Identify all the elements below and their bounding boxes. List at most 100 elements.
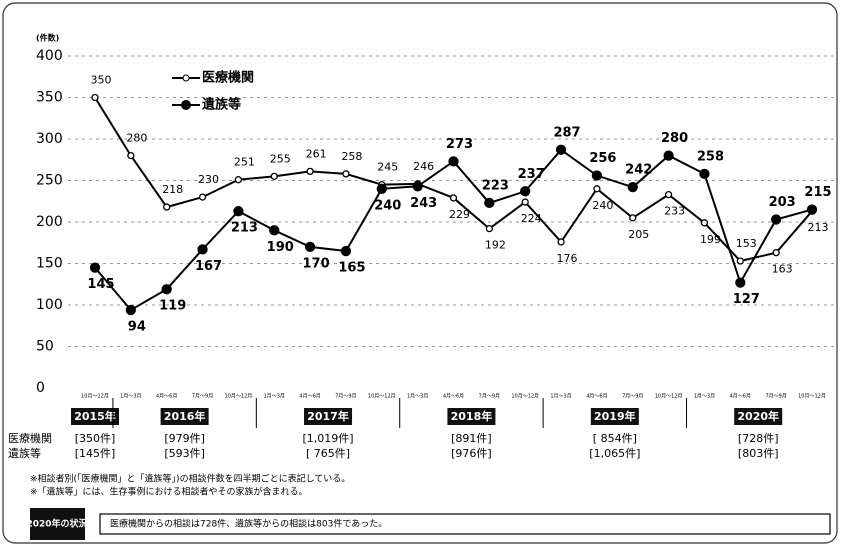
- point: [555, 144, 567, 155]
- x-tick-label: 1月～3月: [407, 394, 428, 400]
- value-label: 240: [592, 199, 613, 212]
- y-tick-label: 50: [36, 339, 54, 355]
- year-medical: [1,019件]: [302, 432, 353, 445]
- y-tick-label: 150: [36, 256, 63, 272]
- value-label: 205: [628, 228, 649, 241]
- year-label: 2015年: [74, 409, 116, 423]
- year-medical: [979件]: [164, 432, 205, 445]
- point: [664, 190, 673, 199]
- value-label: 230: [198, 173, 219, 186]
- value-label: 243: [410, 196, 437, 211]
- point: [735, 277, 746, 288]
- point: [161, 284, 172, 295]
- x-tick-label: 7月～9月: [192, 394, 213, 400]
- x-tick-label: 4月～6月: [299, 394, 320, 400]
- legend-marker: [182, 74, 190, 82]
- point: [663, 150, 674, 161]
- x-tick-label: 4月～6月: [443, 394, 464, 400]
- point: [771, 214, 782, 225]
- x-tick-label: 4月～6月: [156, 394, 177, 400]
- year-label: 2018年: [451, 409, 493, 423]
- value-label: 145: [87, 277, 114, 292]
- summary-text: 医療機関からの相談は728件、遺族等からの相談は803件であった。: [110, 518, 387, 530]
- value-label: 223: [482, 178, 509, 193]
- x-tick-label: 10月～12月: [511, 394, 539, 400]
- y-tick-label: 200: [36, 214, 63, 230]
- point: [736, 257, 744, 265]
- year-label: 2019年: [594, 409, 636, 423]
- point: [700, 219, 709, 227]
- summary-label: 2020年の状況: [26, 518, 87, 530]
- value-label: 246: [413, 160, 434, 173]
- row-label: 医療機関: [8, 431, 52, 445]
- value-label: 199: [700, 233, 721, 246]
- value-label: 218: [162, 183, 183, 196]
- value-label: 229: [449, 208, 470, 221]
- year-medical: [891件]: [451, 432, 492, 445]
- value-label: 170: [303, 256, 330, 271]
- value-label: 190: [267, 240, 294, 255]
- x-tick-label: 1月～3月: [550, 394, 571, 400]
- value-label: 163: [772, 263, 793, 276]
- value-label: 127: [733, 292, 760, 307]
- x-tick-label: 7月～9月: [479, 394, 500, 400]
- year-label: 2017年: [307, 409, 349, 423]
- value-label: 176: [557, 252, 578, 265]
- point: [163, 203, 171, 211]
- x-tick-label: 7月～9月: [622, 394, 643, 400]
- value-label: 280: [661, 131, 688, 146]
- value-label: 213: [808, 221, 829, 234]
- year-medical: [350件]: [75, 432, 116, 445]
- year-family: [976件]: [451, 447, 492, 460]
- point: [376, 183, 387, 194]
- value-label: 287: [553, 125, 580, 140]
- value-label: 165: [338, 261, 365, 276]
- note: ※「遺族等」には、生存事例における相談者やその家族が含まれる。: [30, 486, 308, 498]
- point: [270, 172, 278, 181]
- note: ※相談者別(「医療機関」と「遺族等」)の相談件数を四半期ごとに表記している。: [30, 473, 350, 485]
- point: [593, 185, 601, 193]
- value-label: 258: [697, 149, 724, 164]
- point: [269, 225, 280, 236]
- x-tick-label: 10月～12月: [368, 394, 396, 400]
- point: [125, 304, 137, 316]
- year-box: [160, 408, 209, 425]
- point: [557, 238, 565, 246]
- value-label: 192: [485, 239, 506, 252]
- x-tick-label: 7月～9月: [765, 394, 786, 400]
- y-tick-label: 250: [36, 173, 63, 189]
- x-tick-label: 1月～3月: [264, 394, 285, 400]
- y-tick-label: 300: [36, 131, 63, 147]
- summary-label-box: [30, 508, 85, 540]
- value-label: 280: [126, 132, 147, 145]
- point: [629, 214, 637, 222]
- value-label: 203: [769, 195, 796, 210]
- value-label: 242: [625, 163, 652, 178]
- year-label: 2020年: [737, 409, 779, 423]
- value-label: 258: [341, 150, 362, 163]
- year-medical: [ 854件]: [593, 432, 637, 445]
- y-unit: (件数): [36, 33, 59, 43]
- value-label: 251: [234, 156, 255, 169]
- value-label: 119: [159, 299, 186, 314]
- value-label: 273: [446, 137, 473, 152]
- legend-marker: [181, 100, 191, 110]
- y-tick-label: 350: [36, 90, 63, 106]
- value-label: 224: [521, 212, 542, 225]
- point: [699, 168, 710, 180]
- y-tick-label: 400: [36, 48, 63, 64]
- x-tick-label: 7月～9月: [335, 394, 356, 400]
- x-tick-label: 1月～3月: [694, 394, 715, 400]
- point: [448, 156, 459, 167]
- point: [521, 198, 529, 206]
- value-label: 94: [128, 319, 146, 334]
- point: [306, 167, 314, 176]
- x-tick-label: 10月～12月: [798, 394, 826, 400]
- point: [591, 170, 603, 181]
- x-tick-label: 10月～12月: [655, 394, 683, 400]
- point: [91, 93, 99, 102]
- year-label: 2016年: [164, 409, 206, 423]
- point: [806, 204, 818, 215]
- x-tick-label: 4月～6月: [730, 394, 751, 400]
- point: [485, 224, 494, 233]
